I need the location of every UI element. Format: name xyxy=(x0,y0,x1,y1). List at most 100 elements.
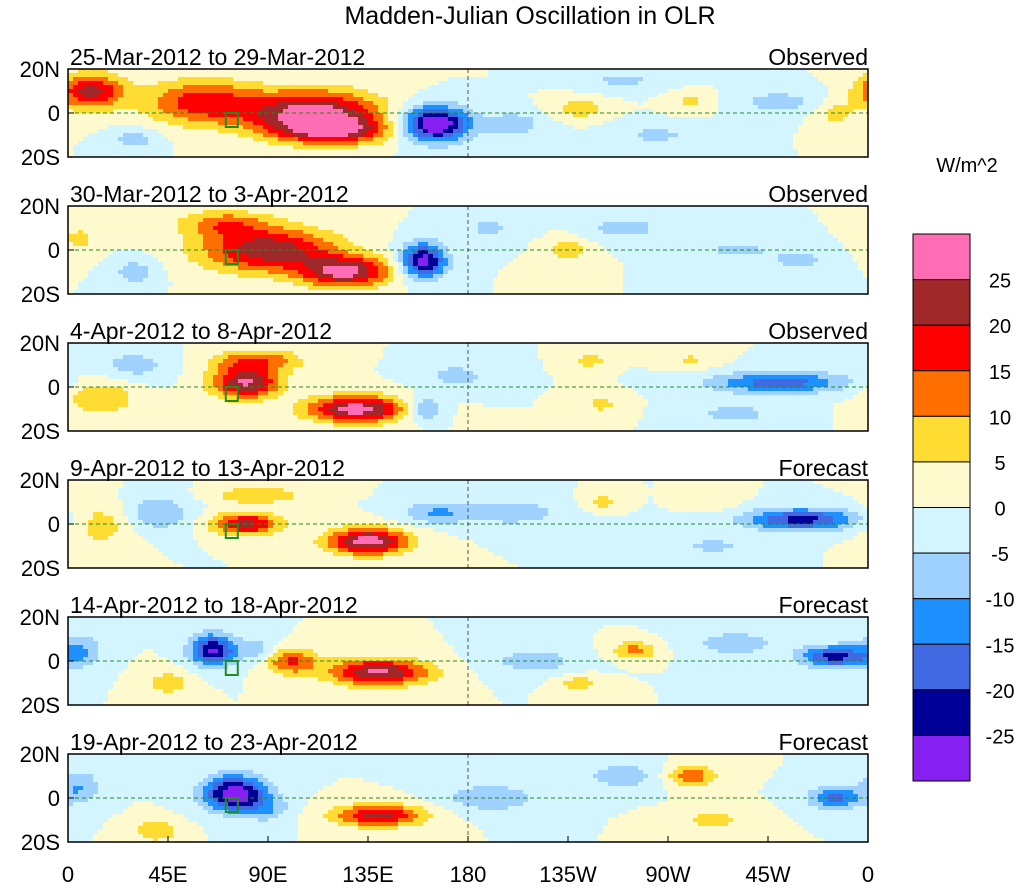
olr-cell xyxy=(813,85,818,89)
olr-cell xyxy=(468,101,473,105)
olr-cell xyxy=(533,121,538,125)
olr-cell xyxy=(588,77,593,81)
olr-cell xyxy=(528,93,533,97)
olr-cell xyxy=(388,149,393,153)
olr-cell xyxy=(338,133,343,137)
olr-cell xyxy=(348,117,353,121)
olr-cell xyxy=(448,73,453,77)
olr-cell xyxy=(163,73,168,77)
olr-cell xyxy=(678,89,683,93)
olr-cell xyxy=(563,117,568,121)
olr-cell xyxy=(663,129,668,133)
olr-cell xyxy=(118,89,123,93)
olr-cell xyxy=(613,222,618,226)
olr-cell xyxy=(278,77,283,81)
olr-cell xyxy=(233,222,238,226)
olr-cell xyxy=(798,89,803,93)
olr-cell xyxy=(323,149,328,153)
olr-cell xyxy=(233,234,238,238)
olr-cell xyxy=(803,117,808,121)
olr-cell xyxy=(148,230,153,234)
olr-cell xyxy=(688,133,693,137)
olr-cell xyxy=(738,137,743,141)
olr-cell xyxy=(698,133,703,137)
olr-cell xyxy=(448,85,453,89)
olr-cell xyxy=(483,145,488,149)
olr-cell xyxy=(693,129,698,133)
olr-cell xyxy=(688,210,693,214)
olr-cell xyxy=(668,73,673,77)
olr-cell xyxy=(813,73,818,77)
olr-cell xyxy=(348,141,353,145)
olr-cell xyxy=(823,117,828,121)
olr-cell xyxy=(253,117,258,121)
olr-cell xyxy=(98,133,103,137)
olr-cell xyxy=(223,234,228,238)
olr-cell xyxy=(503,105,508,109)
olr-cell xyxy=(308,117,313,121)
olr-cell xyxy=(833,137,838,141)
olr-cell xyxy=(358,222,363,226)
olr-cell xyxy=(738,141,743,145)
olr-cell xyxy=(118,113,123,117)
olr-cell xyxy=(593,113,598,117)
olr-cell xyxy=(748,238,753,242)
olr-cell xyxy=(133,145,138,149)
olr-cell xyxy=(823,101,828,105)
olr-cell xyxy=(223,210,228,214)
olr-cell xyxy=(598,234,603,238)
olr-cell xyxy=(93,97,98,101)
olr-cell xyxy=(313,137,318,141)
olr-cell xyxy=(338,93,343,97)
olr-cell xyxy=(693,85,698,89)
olr-cell xyxy=(203,141,208,145)
olr-cell xyxy=(423,238,428,242)
olr-cell xyxy=(253,125,258,129)
olr-cell xyxy=(273,105,278,109)
olr-cell xyxy=(653,129,658,133)
olr-cell xyxy=(198,125,203,129)
olr-cell xyxy=(638,214,643,218)
olr-cell xyxy=(578,85,583,89)
olr-cell xyxy=(728,117,733,121)
olr-cell xyxy=(268,230,273,234)
olr-cell xyxy=(113,129,118,133)
olr-cell xyxy=(103,93,108,97)
olr-cell xyxy=(508,137,513,141)
olr-cell xyxy=(383,210,388,214)
olr-cell xyxy=(753,222,758,226)
olr-cell xyxy=(773,133,778,137)
olr-cell xyxy=(253,113,258,117)
olr-cell xyxy=(173,242,178,246)
olr-cell xyxy=(613,145,618,149)
olr-cell xyxy=(693,230,698,234)
olr-cell xyxy=(738,117,743,121)
olr-cell xyxy=(163,89,168,93)
olr-cell xyxy=(313,210,318,214)
olr-cell xyxy=(723,222,728,226)
olr-cell xyxy=(198,214,203,218)
olr-cell xyxy=(803,234,808,238)
olr-cell xyxy=(748,149,753,153)
olr-cell xyxy=(418,149,423,153)
olr-cell xyxy=(653,222,658,226)
olr-cell xyxy=(473,77,478,81)
olr-cell xyxy=(153,149,158,153)
olr-cell xyxy=(488,81,493,85)
olr-cell xyxy=(678,234,683,238)
olr-cell xyxy=(208,141,213,145)
olr-cell xyxy=(763,133,768,137)
olr-cell xyxy=(128,145,133,149)
olr-cell xyxy=(753,97,758,101)
olr-cell xyxy=(668,234,673,238)
olr-cell xyxy=(333,85,338,89)
olr-cell xyxy=(718,77,723,81)
olr-cell xyxy=(123,214,128,218)
olr-cell xyxy=(558,218,563,222)
olr-cell xyxy=(288,218,293,222)
olr-cell xyxy=(633,226,638,230)
olr-cell xyxy=(788,226,793,230)
olr-cell xyxy=(723,129,728,133)
olr-cell xyxy=(523,85,528,89)
olr-cell xyxy=(458,222,463,226)
